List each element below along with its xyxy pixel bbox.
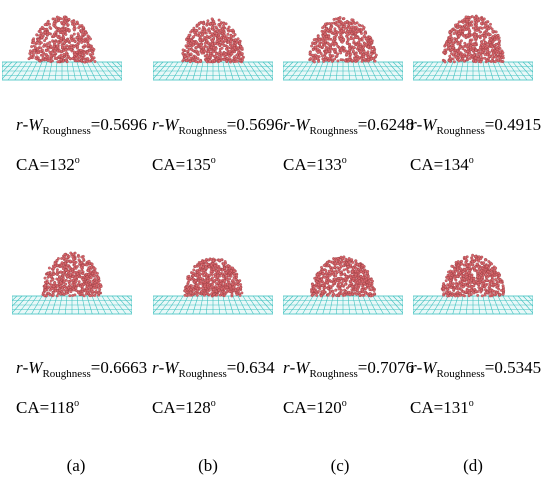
simulation-panel-a1 — [2, 8, 122, 88]
roughness-subscript: Roughness — [309, 368, 358, 380]
w-symbol: W — [164, 358, 179, 377]
contact-angle: CA=134 — [410, 155, 469, 174]
r-symbol: r — [16, 115, 23, 134]
roughness-value: =0.4915 — [484, 115, 542, 134]
w-symbol: W — [295, 358, 310, 377]
w-symbol: W — [28, 115, 43, 134]
droplet-on-substrate-image — [153, 257, 273, 315]
degree-superscript: o — [341, 155, 347, 166]
panel-label-c: (c) — [330, 456, 350, 475]
roughness-subscript: Roughness — [42, 368, 91, 380]
r-symbol: r — [16, 358, 23, 377]
simulation-panel-b2 — [153, 242, 273, 322]
w-symbol: W — [422, 358, 437, 377]
droplet-on-substrate-image — [153, 17, 273, 81]
droplet-on-substrate-image — [12, 251, 132, 315]
contact-angle: CA=120 — [283, 398, 342, 417]
roughness-value: =0.7076 — [357, 358, 415, 377]
roughness-subscript: Roughness — [436, 368, 485, 380]
roughness-value: =0.5696 — [90, 115, 148, 134]
r-symbol: r — [283, 358, 290, 377]
droplet-on-substrate-image — [413, 14, 533, 81]
caption-d2: r-WRoughness=0.5345 CA=131o — [410, 358, 542, 417]
degree-superscript: o — [210, 398, 216, 409]
roughness-value: =0.634 — [226, 358, 275, 377]
panel-label-d: (d) — [463, 456, 483, 475]
w-symbol: W — [28, 358, 43, 377]
degree-superscript: o — [468, 398, 474, 409]
droplet-on-substrate-image — [283, 16, 403, 81]
roughness-subscript: Roughness — [178, 368, 227, 380]
contact-angle: CA=118 — [16, 398, 75, 417]
w-symbol: W — [295, 115, 310, 134]
simulation-panel-d1 — [413, 8, 533, 88]
roughness-value: =0.5696 — [226, 115, 284, 134]
caption-d1: r-WRoughness=0.4915 CA=134o — [410, 115, 542, 174]
r-symbol: r — [152, 115, 159, 134]
contact-angle: CA=132 — [16, 155, 75, 174]
roughness-value: =0.6248 — [357, 115, 415, 134]
droplet-on-substrate-image — [283, 255, 403, 315]
caption-a2: r-WRoughness=0.6663 CA=118o — [16, 358, 148, 417]
roughness-subscript: Roughness — [178, 125, 227, 137]
simulation-panel-b1 — [153, 8, 273, 88]
caption-a1: r-WRoughness=0.5696 CA=132o — [16, 115, 148, 174]
simulation-panel-a2 — [12, 242, 132, 322]
w-symbol: W — [422, 115, 437, 134]
r-symbol: r — [410, 358, 417, 377]
roughness-value: =0.5345 — [484, 358, 542, 377]
simulation-panel-c2 — [283, 242, 403, 322]
degree-superscript: o — [468, 155, 474, 166]
contact-angle: CA=128 — [152, 398, 211, 417]
contact-angle: CA=131 — [410, 398, 469, 417]
simulation-panel-d2 — [413, 242, 533, 322]
caption-b1: r-WRoughness=0.5696 CA=135o — [152, 115, 284, 174]
simulation-panel-c1 — [283, 8, 403, 88]
roughness-subscript: Roughness — [309, 125, 358, 137]
degree-superscript: o — [210, 155, 216, 166]
panel-label-b: (b) — [198, 456, 218, 475]
contact-angle: CA=135 — [152, 155, 211, 174]
roughness-value: =0.6663 — [90, 358, 148, 377]
caption-c1: r-WRoughness=0.6248 CA=133o — [283, 115, 415, 174]
degree-superscript: o — [74, 398, 80, 409]
roughness-subscript: Roughness — [436, 125, 485, 137]
degree-superscript: o — [341, 398, 347, 409]
droplet-on-substrate-image — [2, 15, 122, 81]
contact-angle: CA=133 — [283, 155, 342, 174]
panel-label-a: (a) — [66, 456, 86, 475]
w-symbol: W — [164, 115, 179, 134]
roughness-subscript: Roughness — [42, 125, 91, 137]
caption-b2: r-WRoughness=0.634 CA=128o — [152, 358, 275, 417]
r-symbol: r — [410, 115, 417, 134]
degree-superscript: o — [74, 155, 80, 166]
r-symbol: r — [152, 358, 159, 377]
r-symbol: r — [283, 115, 290, 134]
droplet-on-substrate-image — [413, 253, 533, 315]
caption-c2: r-WRoughness=0.7076 CA=120o — [283, 358, 415, 417]
